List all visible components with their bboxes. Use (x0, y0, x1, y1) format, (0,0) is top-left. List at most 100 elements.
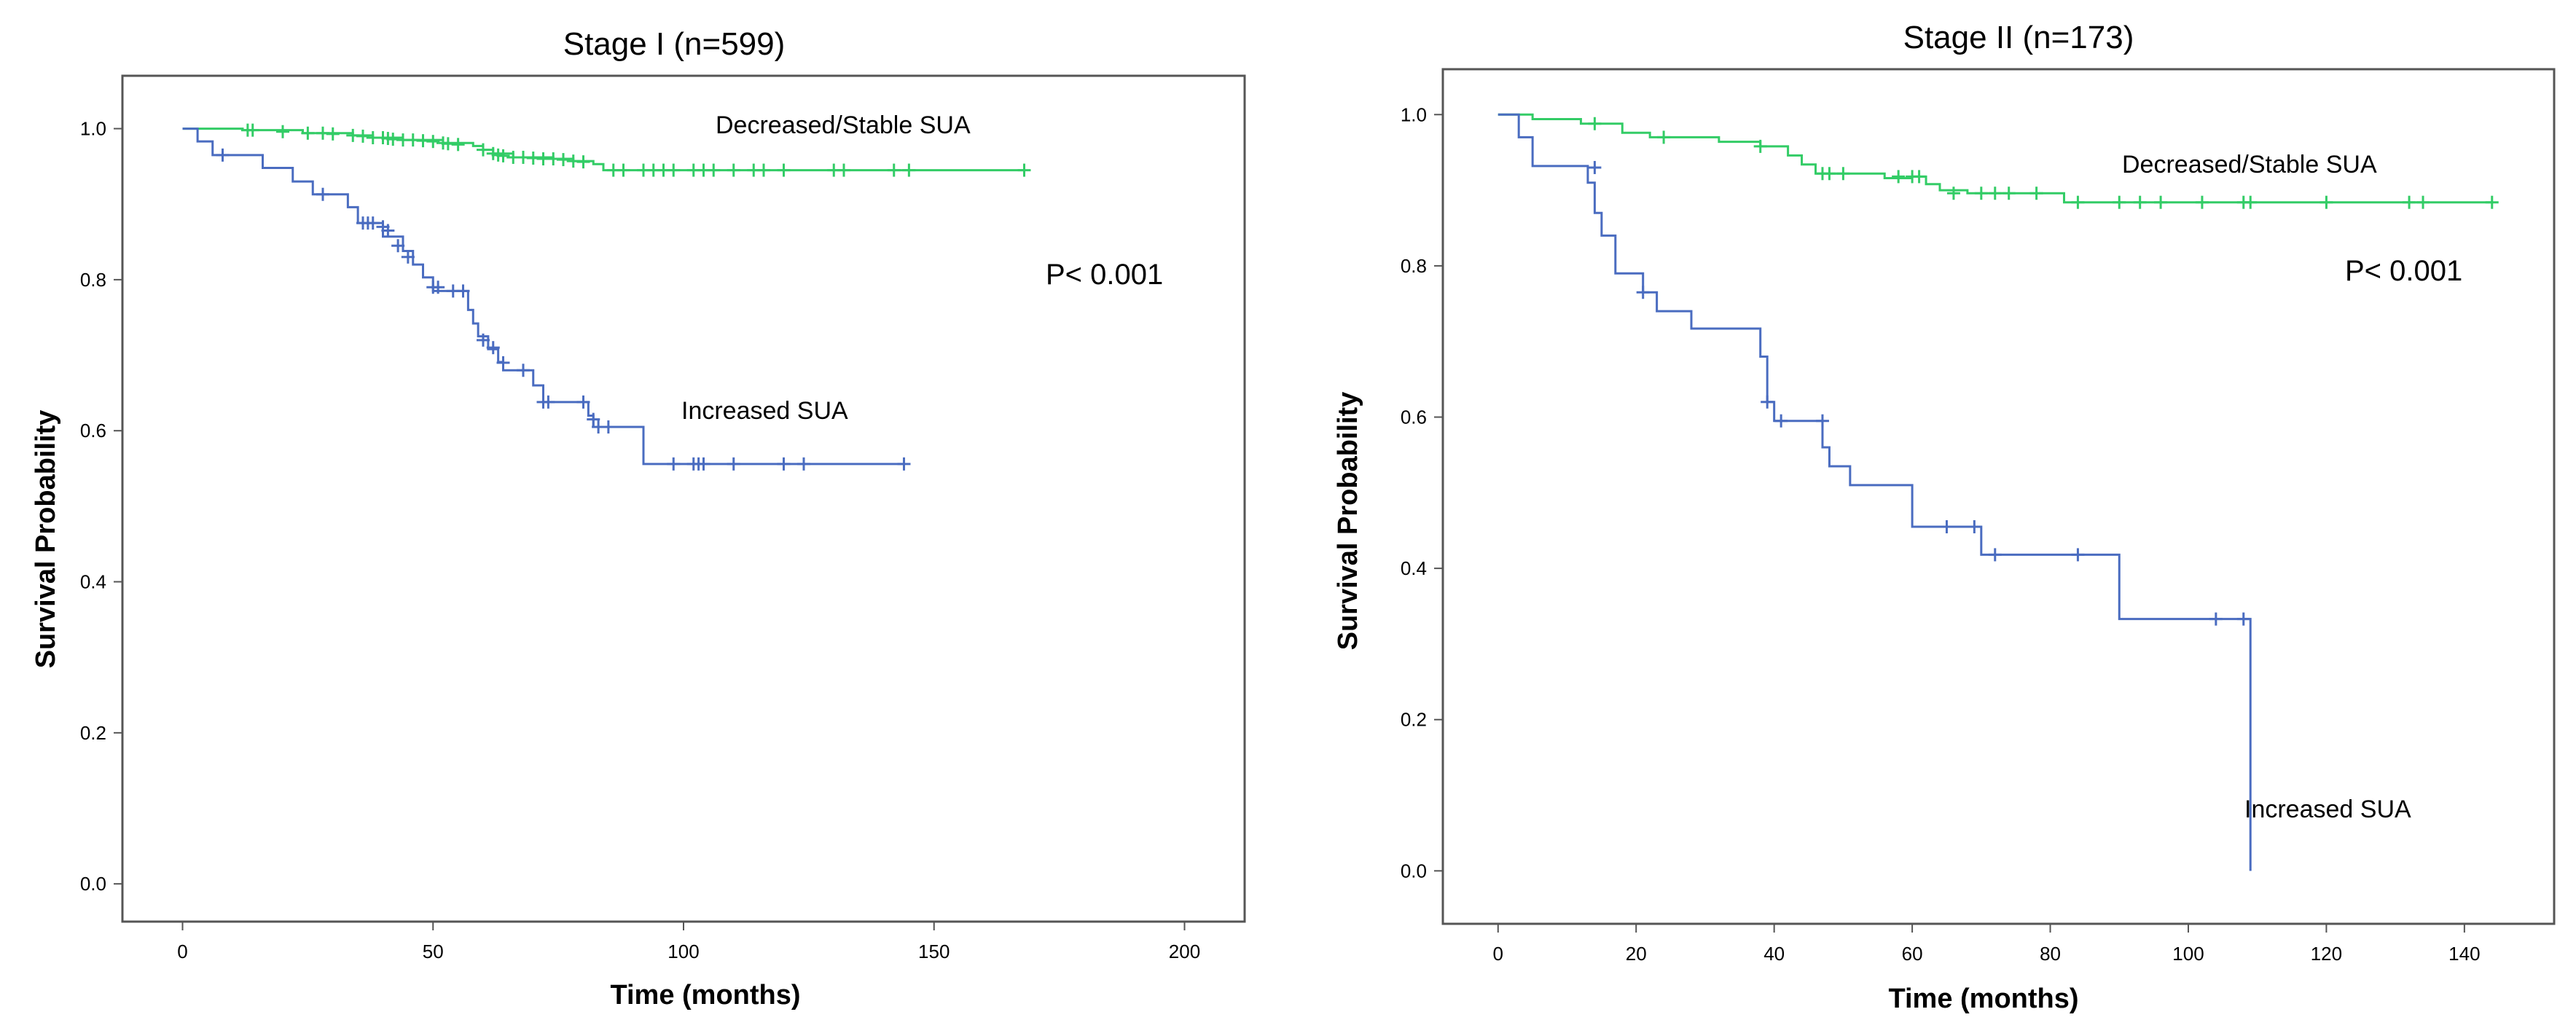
censor-mark (2209, 612, 2223, 626)
censor-mark (576, 155, 590, 169)
censor-mark (1912, 170, 1926, 184)
censor-mark (381, 224, 395, 238)
y-tick-label: 0.2 (80, 722, 106, 744)
censor-mark (366, 216, 380, 230)
series-label-increased: Increased SUA (681, 397, 848, 425)
censor-mark (616, 163, 630, 177)
censor-mark (2195, 195, 2209, 209)
censor-mark (2071, 195, 2085, 209)
x-tick-label: 100 (2172, 943, 2204, 965)
y-axis-title: Survival Probability (31, 410, 61, 669)
censor-mark (477, 333, 490, 347)
series-label-increased: Increased SUA (2244, 796, 2411, 823)
y-tick-label: 0.2 (1401, 709, 1427, 731)
censor-mark (2319, 195, 2333, 209)
censor-mark (1761, 395, 1774, 409)
censor-mark (1836, 167, 1850, 181)
plot-area: 0 50 100 150 200 0.0 0.2 0.4 0.6 0.8 1.0 (80, 74, 1246, 962)
x-tick-label: 0 (1493, 943, 1503, 965)
censor-mark (1823, 167, 1836, 181)
censor-mark (707, 163, 721, 177)
x-tick-label: 20 (1626, 943, 1647, 965)
censor-mark (1657, 130, 1671, 144)
censor-mark (1940, 520, 1954, 534)
censor-mark (1974, 187, 1988, 200)
x-tick-label: 140 (2448, 943, 2480, 965)
censor-mark (391, 239, 405, 253)
y-tick-label: 0.4 (80, 571, 106, 593)
censor-mark (2236, 612, 2250, 626)
censor-mark (2002, 187, 2016, 200)
censor-mark (1815, 414, 1829, 428)
censor-mark (316, 187, 329, 201)
censor-mark (587, 412, 600, 426)
censor-mark (1753, 139, 1767, 153)
y-tick-label: 0.0 (1401, 860, 1427, 882)
censor-mark (2244, 195, 2258, 209)
censor-mark (2154, 195, 2168, 209)
plot-frame (1441, 68, 2556, 925)
x-tick-label: 120 (2311, 943, 2342, 965)
censor-mark (1636, 286, 1650, 299)
censor-mark (517, 364, 530, 377)
chart-stage-ii: Stage II (n=173) Time (months) Survival … (1333, 20, 2556, 1014)
censor-mark (667, 457, 681, 471)
censor-mark (697, 457, 710, 471)
censor-mark (1017, 163, 1031, 177)
x-axis-title: Time (months) (610, 980, 800, 1011)
y-tick-label: 0.6 (80, 420, 106, 442)
censor-mark (2029, 187, 2043, 200)
x-axis-title: Time (months) (1888, 984, 2078, 1014)
censor-mark (2133, 195, 2147, 209)
km-curve-increased (1498, 113, 2252, 871)
censor-mark (456, 284, 470, 298)
censor-mark (451, 138, 465, 152)
censor-mark (2071, 548, 2085, 562)
censor-mark (301, 126, 315, 140)
y-tick-label: 0.4 (1401, 557, 1427, 579)
x-tick-label: 60 (1902, 943, 1923, 965)
censor-mark (2416, 195, 2430, 209)
censor-mark (797, 457, 810, 471)
censor-mark (1774, 414, 1788, 428)
p-value-annotation: P< 0.001 (2345, 255, 2462, 287)
censor-mark (326, 127, 340, 141)
y-tick-label: 0.0 (80, 873, 106, 895)
censor-mark (1988, 187, 2002, 200)
series-label-decreased-stable: Decreased/Stable SUA (2122, 151, 2377, 178)
censor-mark (757, 163, 770, 177)
censor-mark (431, 280, 445, 294)
km-curve-decreased-stable (1498, 113, 2492, 204)
y-tick-label: 0.8 (1401, 255, 1427, 277)
censor-mark (887, 163, 901, 177)
y-axis-title: Survival Probability (1333, 392, 1363, 651)
censor-mark (2403, 195, 2416, 209)
censor-mark (496, 149, 510, 162)
y-tick-label: 0.8 (80, 269, 106, 291)
censor-mark (401, 250, 415, 264)
censor-mark (1588, 160, 1602, 174)
x-tick-label: 50 (423, 941, 444, 962)
x-tick-label: 200 (1169, 941, 1200, 962)
censor-mark (777, 163, 791, 177)
x-tick-label: 150 (918, 941, 950, 962)
censor-mark (902, 163, 916, 177)
censor-mark (276, 125, 289, 138)
x-tick-label: 0 (177, 941, 187, 962)
y-tick-label: 0.6 (1401, 407, 1427, 428)
censor-mark (897, 457, 911, 471)
y-tick-label: 1.0 (1401, 103, 1427, 125)
censor-mark (667, 163, 681, 177)
x-tick-label: 80 (2040, 943, 2061, 965)
censor-mark (1892, 170, 1906, 184)
censor-mark (1588, 117, 1602, 130)
censor-mark (2485, 195, 2499, 209)
chart-stage-i: Stage I (n=599) Time (months) Survival P… (31, 26, 1246, 1011)
x-tick-label: 100 (668, 941, 699, 962)
series-label-decreased-stable: Decreased/Stable SUA (716, 111, 971, 139)
censor-mark (496, 356, 510, 369)
plot-area: 0 20 40 60 80 100 120 140 0.0 0.2 0.4 0.6 0.8 1.0 (1401, 68, 2556, 965)
censor-mark (837, 163, 850, 177)
censor-mark (356, 129, 369, 143)
